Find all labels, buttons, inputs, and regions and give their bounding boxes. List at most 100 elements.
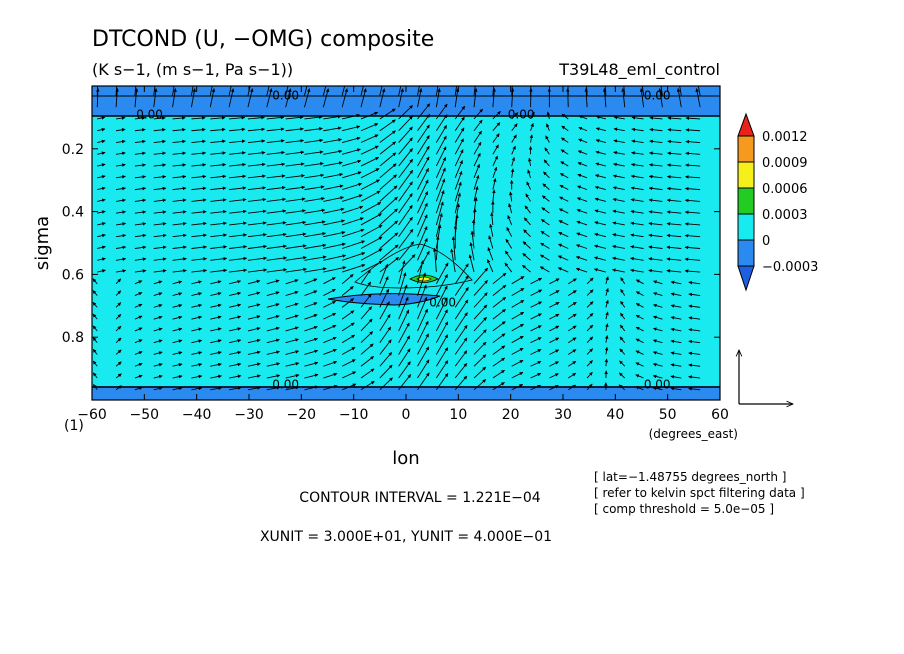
wind-arrow — [153, 163, 167, 167]
wind-arrow — [620, 300, 626, 308]
wind-arrow — [285, 150, 305, 155]
wind-arrow — [360, 224, 383, 238]
wind-arrow — [304, 161, 324, 167]
wind-arrow — [558, 208, 569, 214]
wind-arrow — [304, 255, 327, 261]
wind-arrow — [652, 362, 663, 367]
wind-arrow — [648, 210, 663, 214]
wind-arrow — [619, 348, 626, 355]
wind-arrow — [153, 257, 167, 261]
wind-arrow — [398, 260, 406, 284]
wind-arrow — [558, 220, 569, 226]
wind-arrow — [648, 198, 663, 202]
wind-arrow — [558, 243, 569, 249]
wind-arrow — [172, 351, 183, 355]
wind-arrow — [323, 161, 343, 167]
wind-arrow — [229, 139, 246, 144]
wind-arrow — [153, 175, 167, 179]
wind-arrow — [684, 269, 701, 273]
wind-arrow — [97, 233, 106, 238]
x-tick-label: 30 — [554, 407, 572, 423]
wind-arrow — [304, 173, 325, 179]
wind-arrow — [92, 360, 98, 367]
wind-arrow — [635, 314, 644, 320]
wind-arrow — [191, 186, 207, 191]
wind-arrow — [549, 278, 560, 285]
wind-arrow — [360, 260, 383, 273]
wind-arrow — [153, 210, 167, 214]
wind-arrow — [134, 315, 143, 320]
colorbar: 0.0012 0.0009 0.0006 0.0003 0 −0.0003 — [737, 112, 818, 292]
wind-arrow — [546, 111, 551, 120]
wind-arrow — [586, 289, 594, 296]
wind-arrow — [488, 235, 494, 249]
wind-arrow — [578, 138, 588, 143]
wind-arrow — [454, 181, 462, 202]
wind-arrow — [379, 276, 389, 296]
wind-arrow — [540, 219, 550, 226]
x-tick-label: 0 — [402, 407, 411, 423]
wind-arrow — [304, 138, 324, 143]
wind-arrow — [97, 127, 106, 132]
wind-arrow — [575, 255, 588, 261]
wind-arrow — [134, 151, 146, 156]
positive-core-inner — [416, 276, 432, 282]
wind-arrow — [210, 127, 226, 132]
wind-arrow — [116, 128, 126, 132]
wind-arrow — [116, 245, 127, 250]
wind-arrow — [612, 197, 625, 202]
wind-arrow — [417, 145, 430, 167]
wind-arrow — [653, 292, 663, 297]
y-axis: 0.2 0.4 0.6 0.8 — [62, 142, 720, 346]
wind-arrow — [612, 268, 625, 273]
wind-arrow — [688, 316, 701, 320]
contour-label: 0.00 — [508, 107, 535, 121]
wind-arrow — [229, 374, 242, 379]
wind-arrow — [492, 166, 498, 178]
wind-arrow — [559, 184, 569, 191]
wind-arrow — [115, 257, 127, 261]
wind-arrow — [323, 324, 337, 332]
wind-arrow — [285, 362, 300, 367]
wind-arrow — [398, 169, 414, 190]
wind-arrow — [450, 248, 456, 273]
wind-arrow — [134, 139, 146, 144]
wind-arrow — [567, 290, 577, 296]
wind-arrow — [379, 256, 400, 273]
wind-arrow — [619, 360, 626, 367]
wind-arrow — [210, 116, 226, 120]
wind-arrow — [398, 361, 411, 379]
wind-arrow — [666, 233, 682, 238]
wind-arrow — [492, 144, 499, 155]
y-tick-label: 0.8 — [62, 330, 84, 346]
wind-arrow — [229, 115, 246, 120]
wind-arrow — [688, 339, 701, 344]
wind-arrow — [576, 197, 588, 202]
wind-arrow — [247, 151, 266, 155]
wind-arrow — [631, 162, 644, 167]
wind-arrow — [586, 383, 593, 391]
wind-arrow — [379, 377, 393, 391]
wind-arrow — [323, 254, 347, 261]
wind-arrow — [97, 163, 106, 167]
wind-arrow — [635, 303, 644, 308]
wind-arrow — [576, 209, 588, 214]
wind-arrow — [153, 292, 163, 297]
wind-arrow — [229, 127, 246, 132]
wind-arrow — [670, 375, 682, 379]
wind-arrow — [342, 217, 364, 226]
wind-arrow — [492, 284, 507, 296]
wind-arrow — [285, 338, 299, 344]
wind-arrow — [504, 262, 513, 273]
wind-arrow — [210, 280, 222, 285]
wind-arrow — [542, 183, 550, 190]
wind-arrow — [540, 230, 550, 238]
wind-arrow — [605, 311, 609, 320]
wind-arrow — [116, 210, 126, 214]
wind-arrow — [247, 338, 261, 344]
wind-arrow — [685, 116, 701, 121]
wind-arrow — [210, 209, 227, 214]
wind-arrow — [417, 372, 430, 391]
wind-arrow — [605, 299, 609, 308]
wind-arrow — [153, 374, 163, 379]
